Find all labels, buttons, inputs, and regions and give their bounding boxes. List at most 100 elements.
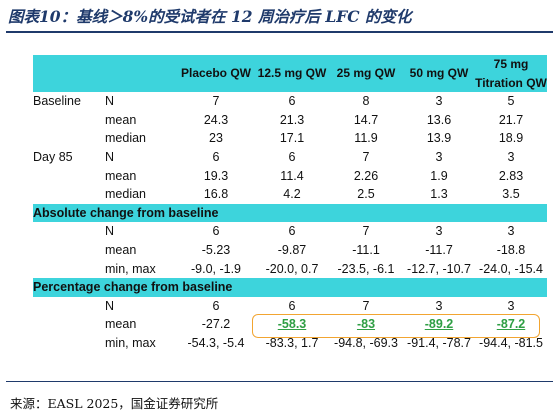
figure-title: 图表10：基线＞8%的受试者在 12 周治疗后 LFC 的变化 [8,7,412,26]
header-row: Placebo QW 12.5 mg QW 25 mg QW 50 mg QW … [33,55,547,93]
header-50mg: 50 mg QW [403,55,475,93]
table-cell: 7 [212,94,220,109]
table-cell: 23 [209,131,223,146]
header-25mg: 25 mg QW [329,55,403,93]
table-row: Day 85 N 6 6 7 3 3 [33,148,547,167]
table-cell: -94.4, -81.5 [479,335,543,350]
row-spacer [33,297,105,316]
table-cell: -5.23 [201,242,231,257]
table-cell: 24.3 [203,112,229,127]
source-note: 来源：EASL 2025，国金证券研究所 [10,396,219,411]
row-group-label: Baseline [33,94,81,109]
header-blank [105,55,177,93]
row-stat-label: mean [105,168,137,183]
table-cell: 18.9 [498,131,524,146]
table-cell: -54.3, -5.4 [187,335,245,350]
table-row: mean -5.23 -9.87 -11.1 -11.7 -18.8 [33,241,547,260]
table-cell: 13.6 [426,112,452,127]
table-row: N 6 6 7 3 3 [33,222,547,241]
table-cell: -83.3, 1.7 [265,335,319,350]
row-stat-label: mean [105,112,137,127]
table-cell: 19.3 [203,168,229,183]
table-cell: -87.2 [475,315,547,334]
table-cell: -12.7, -10.7 [407,261,471,276]
table-cell: 6 [212,298,220,313]
table-cell: 6 [288,94,296,109]
row-group-label [33,111,105,130]
table-cell: -11.7 [425,242,453,257]
table-cell: 5 [507,94,515,109]
row-spacer [33,260,105,279]
table-cell: 4.2 [283,187,301,202]
table-row: median 23 17.1 11.9 13.9 18.9 [33,129,547,148]
table-cell: 6 [288,149,296,164]
row-stat-label: mean [105,317,137,332]
main-rows: Baseline N 7 6 8 3 5 mean 24.3 21.3 14.7 13.6 21.7 me… [33,92,547,204]
row-spacer [33,315,105,334]
row-stat-label: mean [105,242,137,257]
header-placebo: Placebo QW [177,55,255,93]
table-cell: 6 [212,224,220,239]
header-75mg: 75 mg Titration QW [475,55,547,93]
table-cell: 6 [288,298,296,313]
table-cell: -23.5, -6.1 [337,261,395,276]
section-absolute: Absolute change from baseline [33,203,547,223]
percentage-rows: N 6 6 7 3 3 mean -27.2 -58.3 -83 -89.2 -87.2 min, ma… [33,297,547,353]
row-group-label [33,185,105,204]
table-cell: 6 [288,224,296,239]
table-cell: 3 [507,149,515,164]
header-12-5mg: 12.5 mg QW [255,55,329,93]
table-cell: 1.9 [430,168,448,183]
table-cell: 11.4 [280,168,304,183]
table-cell: 3 [435,94,443,109]
row-stat-label: median [105,187,146,202]
table-cell: 13.9 [426,131,452,146]
table-cell: 2.83 [498,168,524,183]
row-group-label [33,129,105,148]
row-stat-label: min, max [105,261,156,276]
bottom-rule [6,381,553,382]
row-group-label [33,167,105,186]
table-cell: -9.0, -1.9 [190,261,242,276]
table-cell: -94.8, -69.3 [334,335,398,350]
top-rule [6,31,553,33]
highlighted-value: -89.2 [424,317,454,332]
row-group-label: Day 85 [33,149,73,164]
row-stat-label: median [105,131,146,146]
table-cell: 3.5 [502,187,520,202]
table-cell: 6 [212,149,220,164]
table-row: mean 19.3 11.4 2.26 1.9 2.83 [33,167,547,186]
table-row: N 6 6 7 3 3 [33,297,547,316]
highlighted-value: -58.3 [277,317,307,332]
table-cell: 11.9 [354,131,378,146]
highlight-box [252,314,540,338]
row-stat-label: N [105,94,115,109]
table-cell: -20.0, 0.7 [265,261,319,276]
row-stat-label: N [105,149,115,164]
table-cell: 21.3 [279,112,305,127]
table-row: median 16.8 4.2 2.5 1.3 3.5 [33,185,547,204]
section-percentage: Percentage change from baseline [33,278,547,297]
table-cell: -11.1 [352,242,380,257]
table-cell: -91.4, -78.7 [407,335,471,350]
table-cell: 8 [362,94,370,109]
row-spacer [33,222,105,241]
table-row: mean 24.3 21.3 14.7 13.6 21.7 [33,111,547,130]
table-cell: -9.87 [277,242,307,257]
table-cell: 3 [507,298,515,313]
table-cell: -58.3 [255,315,329,334]
table-cell: -24.0, -15.4 [479,261,543,276]
row-spacer [33,334,105,353]
table-cell: 7 [362,298,370,313]
table-cell: -89.2 [403,315,475,334]
table-cell: 3 [435,149,443,164]
table-cell: 16.8 [203,187,229,202]
table-cell: 2.26 [353,168,379,183]
table-cell: 3 [507,224,515,239]
table-cell: 2.5 [357,187,375,202]
table-cell: 7 [362,149,370,164]
absolute-rows: N 6 6 7 3 3 mean -5.23 -9.87 -11.1 -11.7 -18.8 min, … [33,222,547,278]
lfc-change-table: Placebo QW 12.5 mg QW 25 mg QW 50 mg QW … [33,55,547,353]
highlighted-value: -83 [356,317,376,332]
table-cell: 17.1 [279,131,305,146]
